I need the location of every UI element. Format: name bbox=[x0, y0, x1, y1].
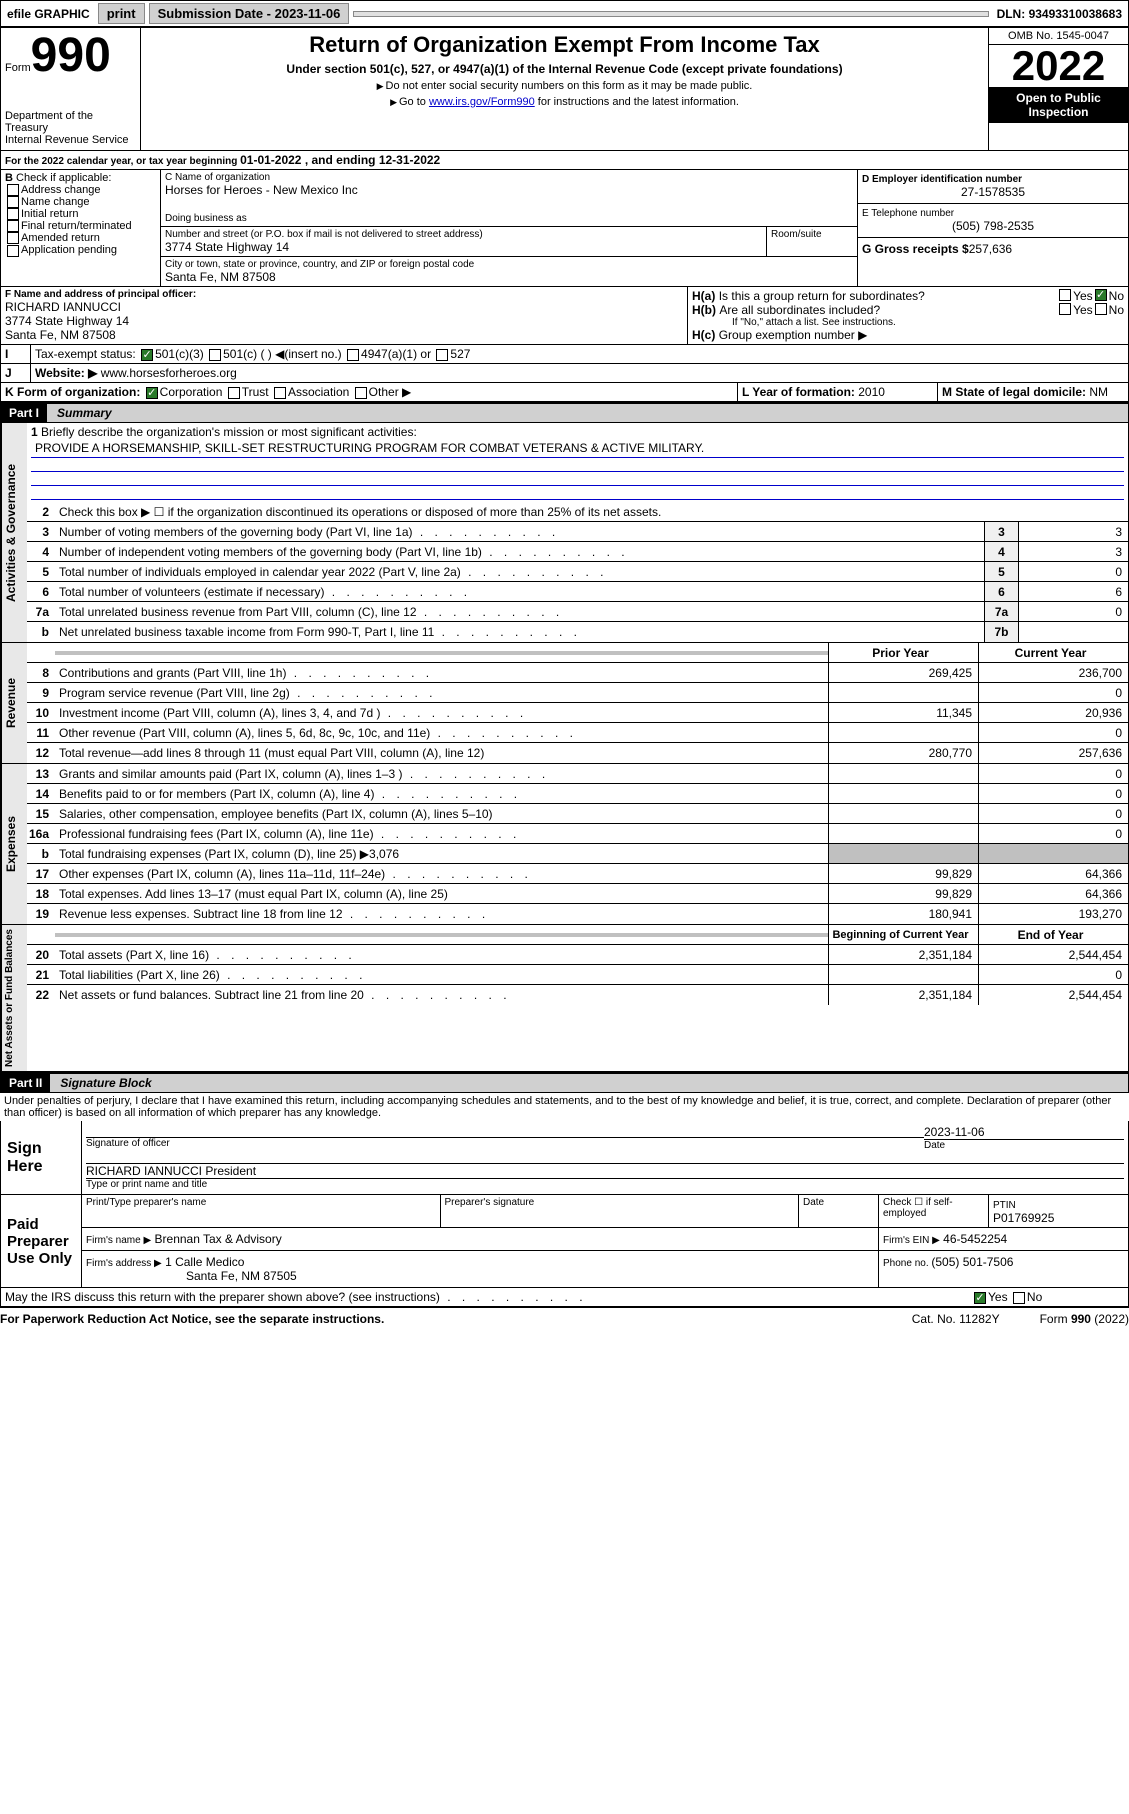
mission-text: PROVIDE A HORSEMANSHIP, SKILL-SET RESTRU… bbox=[31, 439, 1124, 458]
org-name: Horses for Heroes - New Mexico Inc bbox=[165, 183, 853, 197]
box-c: C Name of organization Horses for Heroes… bbox=[161, 170, 858, 286]
form-subtitle: Under section 501(c), 527, or 4947(a)(1)… bbox=[145, 62, 984, 76]
ein-value: 27-1578535 bbox=[862, 185, 1124, 199]
officer-name: RICHARD IANNUCCI bbox=[5, 300, 683, 314]
page-footer: For Paperwork Reduction Act Notice, see … bbox=[0, 1308, 1129, 1330]
form-number: 990 bbox=[31, 32, 111, 80]
gross-label: G Gross receipts $ bbox=[862, 242, 969, 256]
part-ii-label: Part II bbox=[1, 1074, 50, 1092]
submission-date-button[interactable]: Submission Date - 2023-11-06 bbox=[149, 3, 350, 24]
tax-year: 2022 bbox=[989, 45, 1128, 87]
footer-left: For Paperwork Reduction Act Notice, see … bbox=[0, 1312, 384, 1326]
current-year-header: Current Year bbox=[978, 643, 1128, 662]
vlabel-revenue: Revenue bbox=[1, 643, 27, 763]
perjury-text: Under penalties of perjury, I declare th… bbox=[0, 1093, 1129, 1121]
box-m: M State of legal domicile: NM bbox=[938, 383, 1128, 401]
signature-block: Sign Here Signature of officer 2023-11-0… bbox=[0, 1121, 1129, 1288]
inspection-label: Open to Public Inspection bbox=[989, 87, 1128, 123]
topbar: efile GRAPHIC print Submission Date - 20… bbox=[0, 0, 1129, 27]
block-bcdeg: B Check if applicable: Address change Na… bbox=[0, 170, 1129, 287]
mission-label: Briefly describe the organization's miss… bbox=[41, 425, 417, 439]
footer-formno: Form 990 (2022) bbox=[1040, 1312, 1129, 1326]
footer-catno: Cat. No. 11282Y bbox=[912, 1312, 1000, 1326]
city-label: City or town, state or province, country… bbox=[165, 259, 853, 270]
header-right: OMB No. 1545-0047 2022 Open to Public In… bbox=[988, 28, 1128, 150]
website-label: Website: ▶ bbox=[35, 366, 97, 380]
form-prefix: Form bbox=[5, 62, 31, 74]
beg-year-header: Beginning of Current Year bbox=[828, 925, 978, 944]
box-h: H(a) Is this a group return for subordin… bbox=[688, 287, 1128, 344]
block-ij: I Tax-exempt status: 501(c)(3) 501(c) ( … bbox=[0, 345, 1129, 364]
box-deg: D Employer identification number 27-1578… bbox=[858, 170, 1128, 286]
website-value: www.horsesforheroes.org bbox=[101, 366, 237, 380]
header-center: Return of Organization Exempt From Incom… bbox=[141, 28, 988, 150]
vlabel-net: Net Assets or Fund Balances bbox=[1, 925, 27, 1071]
firm-ein: 46-5452254 bbox=[943, 1232, 1007, 1246]
box-b: B Check if applicable: Address change Na… bbox=[1, 170, 161, 286]
form-title: Return of Organization Exempt From Incom… bbox=[145, 32, 984, 58]
firm-phone: (505) 501-7506 bbox=[931, 1255, 1013, 1269]
part-i-title: Summary bbox=[47, 404, 122, 422]
irs-label: Internal Revenue Service bbox=[5, 134, 136, 146]
section-governance: Activities & Governance 1 Briefly descri… bbox=[0, 423, 1129, 643]
section-revenue: Revenue Prior YearCurrent Year 8Contribu… bbox=[0, 643, 1129, 764]
irs-link[interactable]: www.irs.gov/Form990 bbox=[429, 96, 535, 108]
officer-label: F Name and address of principal officer: bbox=[5, 289, 196, 300]
vlabel-governance: Activities & Governance bbox=[1, 423, 27, 642]
note-link: Go to www.irs.gov/Form990 for instructio… bbox=[145, 96, 984, 108]
dln-label: DLN: 93493310038683 bbox=[991, 5, 1128, 23]
header-left: Form990 Department of the Treasury Inter… bbox=[1, 28, 141, 150]
ptin-value: P01769925 bbox=[993, 1211, 1054, 1225]
tax-exempt: Tax-exempt status: 501(c)(3) 501(c) ( ) … bbox=[31, 345, 1128, 363]
city-state-zip: Santa Fe, NM 87508 bbox=[165, 270, 853, 284]
gross-value: 257,636 bbox=[969, 242, 1012, 256]
sig-date: 2023-11-06 bbox=[924, 1125, 1124, 1139]
blank-bar bbox=[353, 11, 988, 17]
discuss-row: May the IRS discuss this return with the… bbox=[0, 1288, 1129, 1308]
ein-label: D Employer identification number bbox=[862, 174, 1022, 185]
block-fh: F Name and address of principal officer:… bbox=[0, 287, 1129, 345]
vlabel-expenses: Expenses bbox=[1, 764, 27, 924]
line-2: Check this box ▶ ☐ if the organization d… bbox=[55, 503, 1128, 521]
paid-preparer-label: Paid Preparer Use Only bbox=[1, 1195, 81, 1287]
i-label: I bbox=[1, 345, 31, 363]
note-ssn: Do not enter social security numbers on … bbox=[145, 80, 984, 92]
box-l: L Year of formation: 2010 bbox=[738, 383, 938, 401]
dept-label: Department of the Treasury bbox=[5, 110, 136, 134]
fiscal-year-row: For the 2022 calendar year, or tax year … bbox=[0, 151, 1129, 170]
street-address: 3774 State Highway 14 bbox=[165, 240, 762, 254]
prior-year-header: Prior Year bbox=[828, 643, 978, 662]
firm-addr2: Santa Fe, NM 87505 bbox=[86, 1269, 874, 1283]
officer-addr2: Santa Fe, NM 87508 bbox=[5, 328, 683, 342]
form-header: Form990 Department of the Treasury Inter… bbox=[0, 27, 1129, 151]
sig-name: RICHARD IANNUCCI President bbox=[86, 1164, 1124, 1178]
sig-officer-label: Signature of officer bbox=[86, 1137, 924, 1149]
box-k: K Form of organization: Corporation Trus… bbox=[1, 383, 738, 401]
org-name-label: C Name of organization bbox=[165, 172, 853, 183]
dba-label: Doing business as bbox=[165, 213, 853, 224]
box-f: F Name and address of principal officer:… bbox=[1, 287, 688, 344]
firm-name: Brennan Tax & Advisory bbox=[155, 1232, 282, 1246]
part-i-header: Part I Summary bbox=[0, 403, 1129, 423]
room-label: Room/suite bbox=[771, 229, 853, 240]
efile-label: efile GRAPHIC bbox=[1, 5, 96, 23]
sign-here-label: Sign Here bbox=[1, 1121, 81, 1194]
firm-addr1: 1 Calle Medico bbox=[165, 1255, 244, 1269]
hb-note: If "No," attach a list. See instructions… bbox=[692, 317, 1124, 328]
section-expenses: Expenses 13Grants and similar amounts pa… bbox=[0, 764, 1129, 925]
phone-label: E Telephone number bbox=[862, 208, 1124, 219]
part-ii-title: Signature Block bbox=[50, 1074, 161, 1092]
addr-label: Number and street (or P.O. box if mail i… bbox=[165, 229, 762, 240]
print-button[interactable]: print bbox=[98, 3, 145, 24]
part-i-label: Part I bbox=[1, 404, 47, 422]
officer-addr1: 3774 State Highway 14 bbox=[5, 314, 683, 328]
block-klm: K Form of organization: Corporation Trus… bbox=[0, 383, 1129, 403]
block-j: J Website: ▶ www.horsesforheroes.org bbox=[0, 364, 1129, 383]
end-year-header: End of Year bbox=[978, 925, 1128, 944]
phone-value: (505) 798-2535 bbox=[862, 219, 1124, 233]
section-net-assets: Net Assets or Fund Balances Beginning of… bbox=[0, 925, 1129, 1073]
part-ii-header: Part II Signature Block bbox=[0, 1073, 1129, 1093]
